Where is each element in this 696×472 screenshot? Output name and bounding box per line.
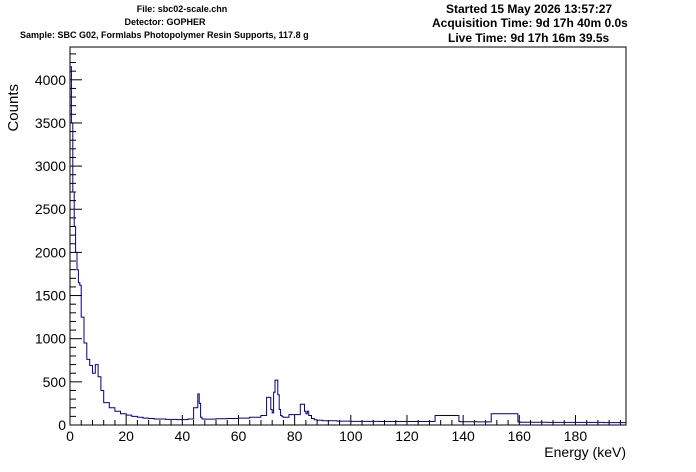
y-tick-label: 0	[58, 417, 66, 433]
file-label: File: sbc02-scale.chn	[136, 4, 228, 14]
y-axis-label: Counts	[5, 84, 22, 132]
acquisition-time-label: Acquisition Time: 9d 17h 40m 0.0s	[432, 16, 628, 30]
y-tick-label: 1000	[35, 331, 66, 347]
sample-label: Sample: SBC G02, Formlabs Photopolymer R…	[20, 30, 309, 40]
plot-frame	[69, 46, 627, 426]
x-tick-label: 80	[287, 428, 303, 444]
x-axis-label: Energy (keV)	[544, 444, 626, 460]
y-tick-label: 4000	[35, 72, 66, 88]
x-tick-label: 180	[564, 428, 588, 444]
started-label: Started 15 May 2026 13:57:27	[446, 2, 613, 16]
y-tick-label: 2500	[35, 201, 66, 217]
y-tick-label: 500	[43, 374, 67, 390]
plot-axes: 0 20 40 60 80 100 120 140 160 180 0 500 1000 1500 2000…	[35, 46, 627, 444]
y-tick-label: 3500	[35, 115, 66, 131]
x-tick-label: 160	[508, 428, 532, 444]
spectrum-series-line	[70, 66, 626, 424]
x-tick-label: 120	[395, 428, 419, 444]
y-tick-label: 2000	[35, 244, 66, 260]
x-tick-label: 0	[66, 428, 74, 444]
x-tick-label: 60	[231, 428, 247, 444]
y-tick-label: 3000	[35, 158, 66, 174]
x-tick-label: 40	[175, 428, 191, 444]
x-tick-label: 100	[339, 428, 363, 444]
detector-label: Detector: GOPHER	[124, 17, 206, 27]
live-time-label: Live Time: 9d 17h 16m 39.5s	[448, 31, 610, 45]
y-tick-label: 1500	[35, 288, 66, 304]
x-tick-label: 20	[118, 428, 134, 444]
x-tick-label: 140	[451, 428, 475, 444]
